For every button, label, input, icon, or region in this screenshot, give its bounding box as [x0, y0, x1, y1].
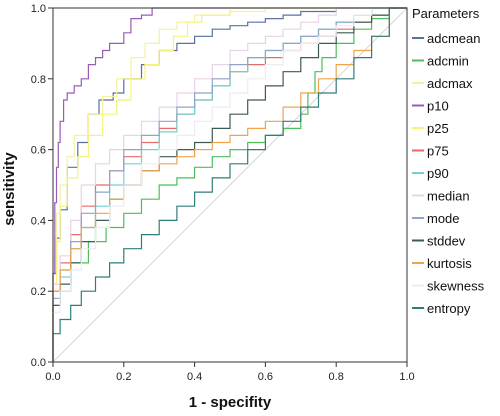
legend-label-adcmin: adcmin	[427, 54, 469, 69]
legend: Parameters adcmean adcmin adcmax p10 p25 p75 p…	[412, 6, 485, 316]
legend-label-skewness: skewness	[427, 279, 485, 294]
legend-label-adcmax: adcmax	[427, 76, 473, 91]
legend-title: Parameters	[412, 6, 480, 21]
plot-area	[52, 7, 408, 363]
y-tick-label: 0.2	[31, 286, 46, 298]
legend-label-median: median	[427, 189, 470, 204]
series-line-entropy	[52, 7, 407, 362]
series-line-kurtosis	[52, 7, 407, 362]
series-line-skewness	[52, 7, 407, 362]
legend-label-p90: p90	[427, 166, 449, 181]
y-axis-title: sensitivity	[1, 152, 18, 226]
axes: 0.0 0.2 0.4 0.6 0.8 1.0 0.0 0.2 0.4 0.6 0.8 1.0	[31, 3, 415, 383]
series-line-p10	[52, 7, 407, 362]
x-tick-label: 0.2	[116, 371, 131, 383]
x-tick-label: 0.4	[187, 371, 202, 383]
y-tick-label: 0.4	[31, 215, 46, 227]
legend-label-stddev: stddev	[427, 234, 466, 249]
legend-label-mode: mode	[427, 211, 460, 226]
y-tick-label: 0.8	[31, 74, 46, 86]
legend-label-kurtosis: kurtosis	[427, 256, 472, 271]
series-line-p25	[52, 7, 407, 362]
x-tick-label: 0.6	[258, 371, 273, 383]
legend-label-adcmean: adcmean	[427, 31, 480, 46]
x-tick-label: 0.8	[329, 371, 344, 383]
legend-label-p75: p75	[427, 144, 449, 159]
x-tick-label: 0.0	[45, 371, 60, 383]
x-tick-label: 1.0	[399, 371, 414, 383]
y-tick-label: 0.0	[31, 357, 46, 369]
plot-frame	[52, 7, 408, 363]
legend-label-p10: p10	[427, 99, 449, 114]
legend-label-entropy: entropy	[427, 301, 471, 316]
x-axis-title: 1 - specifity	[189, 394, 272, 411]
series-line-mode	[52, 7, 407, 362]
y-tick-label: 0.6	[31, 145, 46, 157]
legend-label-p25: p25	[427, 121, 449, 136]
series-line-median	[52, 7, 407, 362]
reference-diagonal-line	[52, 7, 408, 363]
y-tick-label: 1.0	[31, 3, 46, 15]
